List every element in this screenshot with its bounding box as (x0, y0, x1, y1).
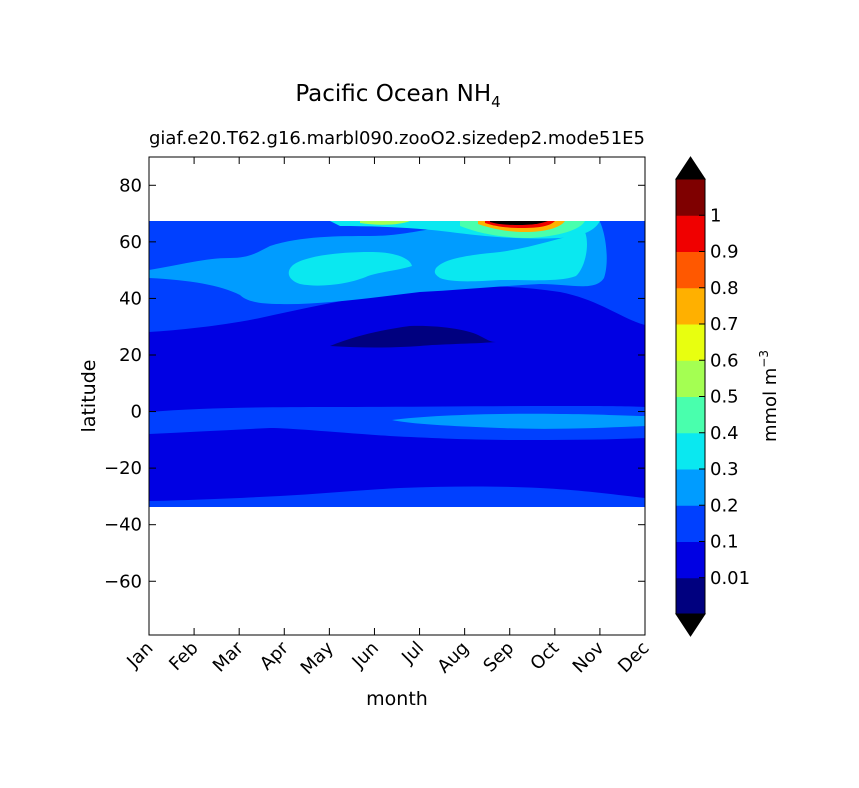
chart-title: Pacific Ocean NH4 (295, 81, 500, 111)
y-tick-label: 40 (119, 288, 142, 309)
colorbar-tick-label: 1 (710, 205, 721, 226)
y-tick-label: −40 (104, 515, 142, 536)
y-tick-label: 0 (131, 402, 142, 423)
contour-band-south (149, 486, 645, 507)
chart-subtitle-left: giaf.e20.T62.g16.marbl090.zooO2.sizedep2… (149, 128, 610, 149)
chart-subtitle-right: 1E5 (611, 128, 645, 149)
colorbar-swatch (676, 432, 705, 470)
y-axis: 80 60 40 20 0 −20 −40 −60 (104, 175, 645, 592)
colorbar-swatch (676, 541, 705, 579)
y-tick-label: −20 (104, 458, 142, 479)
y-axis-label: latitude (78, 360, 100, 433)
colorbar-swatch (676, 360, 705, 397)
y-tick-label: 80 (119, 175, 142, 196)
colorbar-tick-label: 0.8 (710, 278, 739, 299)
colorbar-label: mmol m−3 (757, 350, 781, 442)
plot-frame (148, 156, 646, 636)
colorbar-tick-label: 0.2 (710, 495, 739, 516)
contour-band-low-north (330, 325, 496, 348)
plot-area (148, 156, 646, 636)
y-tick-label: −60 (104, 571, 142, 592)
colorbar-tick-label: 0.6 (710, 350, 739, 371)
contour-band-cyan-west (288, 252, 412, 286)
colorbar-swatch (676, 469, 705, 506)
colorbar-swatch (676, 396, 705, 434)
colorbar-swatch (676, 324, 705, 361)
colorbar-swatch (676, 179, 705, 216)
colorbar-tick-label: 0.4 (710, 423, 739, 444)
colorbar-tick-label: 0.7 (710, 314, 739, 335)
y-tick-label: 20 (119, 345, 142, 366)
y-tick-label: 60 (119, 232, 142, 253)
colorbar-swatch (676, 215, 705, 252)
contour-band-equatorial-light (392, 413, 645, 429)
x-axis-label: month (366, 688, 428, 710)
colorbar-swatch (676, 577, 705, 615)
colorbar: 0.01 0.1 0.2 0.3 0.4 0.5 0.6 0.7 0.8 0.9 1 (675, 156, 750, 637)
colorbar-tick-label: 0.01 (710, 568, 750, 589)
colorbar-swatch (676, 287, 705, 325)
colorbar-tick-label: 0.9 (710, 242, 739, 263)
colorbar-tick-label: 0.1 (710, 532, 739, 553)
colorbar-tick-label: 0.3 (710, 459, 739, 480)
colorbar-swatch (676, 505, 705, 542)
heatmap-field (149, 221, 645, 507)
contour-band-hotspot-core (490, 221, 548, 225)
contour-band-cyan-east (434, 232, 587, 282)
colorbar-swatch (676, 251, 705, 289)
colorbar-tick-label: 0.5 (710, 387, 739, 408)
contour-band-top-yellow (360, 221, 410, 225)
